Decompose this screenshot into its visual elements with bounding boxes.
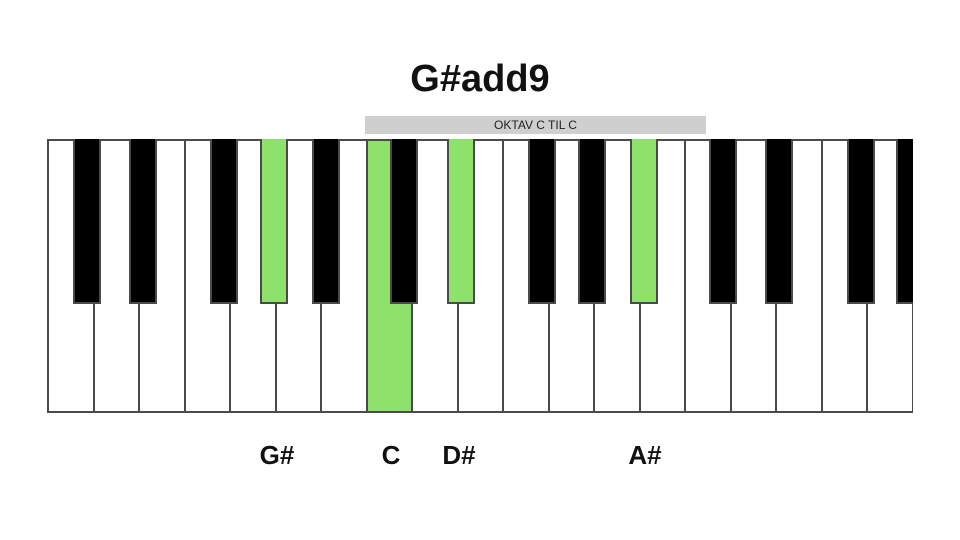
chord-title: G#add9 [410,58,550,100]
black-key-d-sharp [765,139,793,304]
note-label-c: C [381,440,401,470]
black-key-a-sharp [312,139,340,304]
black-key-d-sharp-highlighted [447,139,475,304]
black-key-g-sharp-highlighted [260,139,288,304]
black-key-a-sharp [210,139,238,304]
black-key-c-sharp [390,139,418,304]
note-label-d-sharp: D# [442,440,476,470]
octave-range-label: OKTAV C TIL C [494,118,577,132]
black-key-f-sharp [847,139,875,304]
black-key-f-sharp [528,139,556,304]
black-key-g-sharp [896,139,913,304]
piano-keyboard [47,139,913,415]
black-key-f-sharp [73,139,101,304]
black-key-g-sharp [578,139,606,304]
black-key-c-sharp [709,139,737,304]
note-label-a-sharp: A# [628,440,662,470]
black-key-g-sharp [129,139,157,304]
note-label-g-sharp: G# [259,440,295,470]
octave-range-bar: OKTAV C TIL C [365,116,706,134]
black-key-a-sharp-highlighted [630,139,658,304]
